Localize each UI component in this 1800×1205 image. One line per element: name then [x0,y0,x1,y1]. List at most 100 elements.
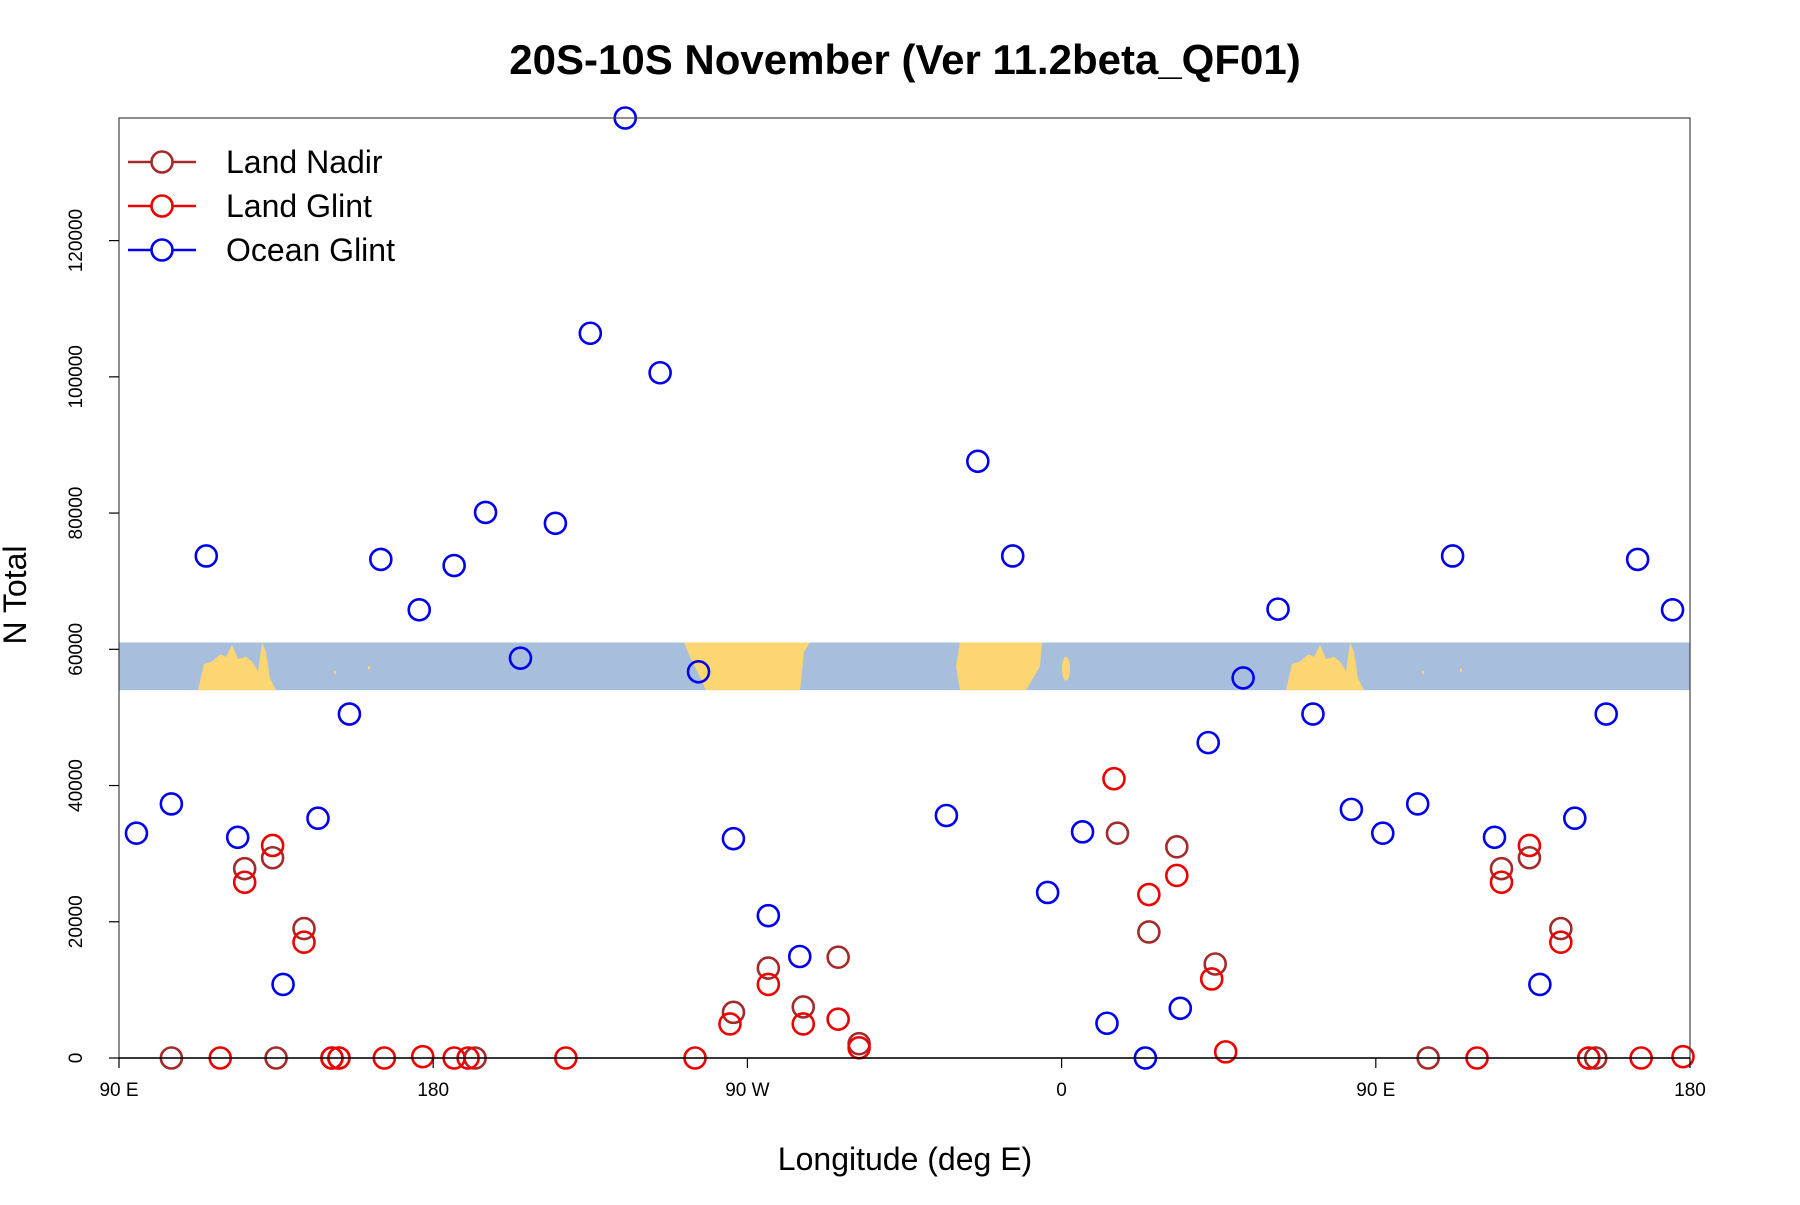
land-glint-point-2 [260,833,285,858]
land-glint-point-28 [1671,1044,1695,1069]
data-points [124,106,1695,1070]
ocean-glint-point-1 [159,792,184,816]
ocean-glint-point-22 [1000,544,1025,568]
ocean-glint-point-10 [473,500,498,525]
land-nadir-point-18 [1489,856,1514,881]
y-tick-label-6: 120000 [66,209,87,272]
x-tick-label-1: 180 [417,1080,449,1101]
legend-marker-land-glint [150,194,174,218]
land-glint-point-17 [1102,766,1126,791]
ocean-glint-point-5 [306,806,330,831]
ocean-glint-point-30 [1266,597,1290,621]
ocean-glint-point-15 [648,360,672,385]
ocean-glint-point-11 [508,646,533,670]
land-island-1 [368,666,370,670]
land-glint-point-13 [756,972,781,997]
land-glint-point-18 [1137,882,1161,907]
land-glint-point-1 [232,870,257,895]
y-axis-label: N Total [0,545,33,644]
ocean-glint-point-38 [1562,806,1587,831]
land-island-0 [334,671,336,675]
land-nadir-point-19 [1517,845,1542,870]
ocean-glint-point-27 [1168,996,1193,1021]
series-land-glint [208,766,1695,1070]
land-glint-point-24 [1517,833,1542,858]
ocean-glint-point-16 [686,659,711,684]
chart-title: 20S-10S November (Ver 11.2beta_QF01) [509,36,1300,83]
x-tick-label-5: 180 [1674,1080,1706,1101]
series-ocean-glint [124,106,1685,1070]
ocean-glint-point-2 [194,544,219,568]
ocean-glint-point-29 [1231,666,1255,690]
ocean-glint-point-25 [1095,1011,1119,1036]
ocean-glint-point-18 [756,903,781,928]
land-nadir-point-9 [826,945,850,969]
y-tick-label-5: 100000 [66,345,87,408]
ocean-glint-point-40 [1625,547,1650,572]
legend-label-land-glint: Land Glint [226,188,372,224]
land-nadir-point-3 [292,916,316,941]
legend: Land Nadir Land Glint Ocean Glint [128,144,395,268]
ocean-glint-point-33 [1370,821,1395,846]
land-glint-point-19 [1165,863,1189,888]
land-nadir-point-6 [721,1000,746,1025]
land-glint-point-14 [791,1012,816,1036]
land-island-2 [1422,671,1424,675]
land-nadir-point-13 [1165,835,1189,859]
legend-label-land-nadir: Land Nadir [226,144,383,180]
ocean-glint-point-37 [1528,972,1552,997]
ocean-glint-point-0 [124,821,149,846]
x-axis: 90 E 180 90 W 0 90 E 180 [99,1057,1706,1101]
ocean-glint-point-3 [225,825,250,850]
legend-marker-land-nadir [150,150,174,174]
land-nadir-point-2 [260,845,285,870]
ocean-glint-point-31 [1301,702,1325,726]
ocean-glint-point-13 [578,321,603,346]
land-africa-east [956,642,1042,691]
land-australia-east [1286,642,1364,691]
ocean-band [119,642,1690,691]
x-tick-label-3: 0 [1056,1080,1067,1101]
land-glint-point-3 [292,930,316,955]
ocean-glint-point-39 [1594,702,1619,726]
ocean-glint-point-8 [407,597,432,622]
x-tick-label-2: 90 W [725,1080,769,1101]
ocean-glint-point-19 [787,944,812,969]
land-glint-point-21 [1213,1040,1238,1064]
ocean-glint-point-24 [1070,820,1095,844]
land-southern-africa-left [684,642,810,691]
land-nadir-point-7 [756,956,781,980]
ocean-glint-point-4 [271,972,295,997]
land-glint-point-7 [410,1044,435,1069]
x-tick-label-0: 90 E [99,1080,138,1101]
ocean-glint-point-12 [543,511,568,536]
land-glint-point-15 [826,1007,850,1031]
ocean-glint-point-28 [1196,730,1221,755]
ocean-glint-point-36 [1482,825,1507,850]
ocean-glint-point-32 [1339,797,1364,822]
land-australia-west [198,642,276,691]
land-nadir-point-20 [1549,916,1573,941]
y-tick-label-2: 40000 [66,759,87,812]
land-glint-point-25 [1549,930,1573,955]
x-tick-label-4: 90 E [1356,1080,1395,1101]
y-tick-label-3: 60000 [66,623,87,676]
land-island-3 [1460,668,1462,672]
land-nadir-point-8 [791,995,816,1019]
ocean-glint-point-17 [721,826,746,851]
ocean-glint-point-9 [442,553,466,578]
x-axis-label: Longitude (deg E) [778,1141,1032,1177]
land-nadir-point-14 [1203,952,1228,976]
y-tick-label-1: 20000 [66,895,87,948]
y-tick-label-4: 80000 [66,487,87,540]
land-glint-point-20 [1199,967,1224,991]
y-axis: 0 20000 40000 60000 80000 100000 120000 [66,209,119,1063]
ocean-glint-point-7 [369,547,393,572]
ocean-glint-point-23 [1035,880,1060,905]
land-glint-point-12 [718,1012,742,1036]
legend-marker-ocean-glint [150,238,174,262]
y-tick-label-0: 0 [66,1053,87,1064]
legend-label-ocean-glint: Ocean Glint [226,232,395,268]
